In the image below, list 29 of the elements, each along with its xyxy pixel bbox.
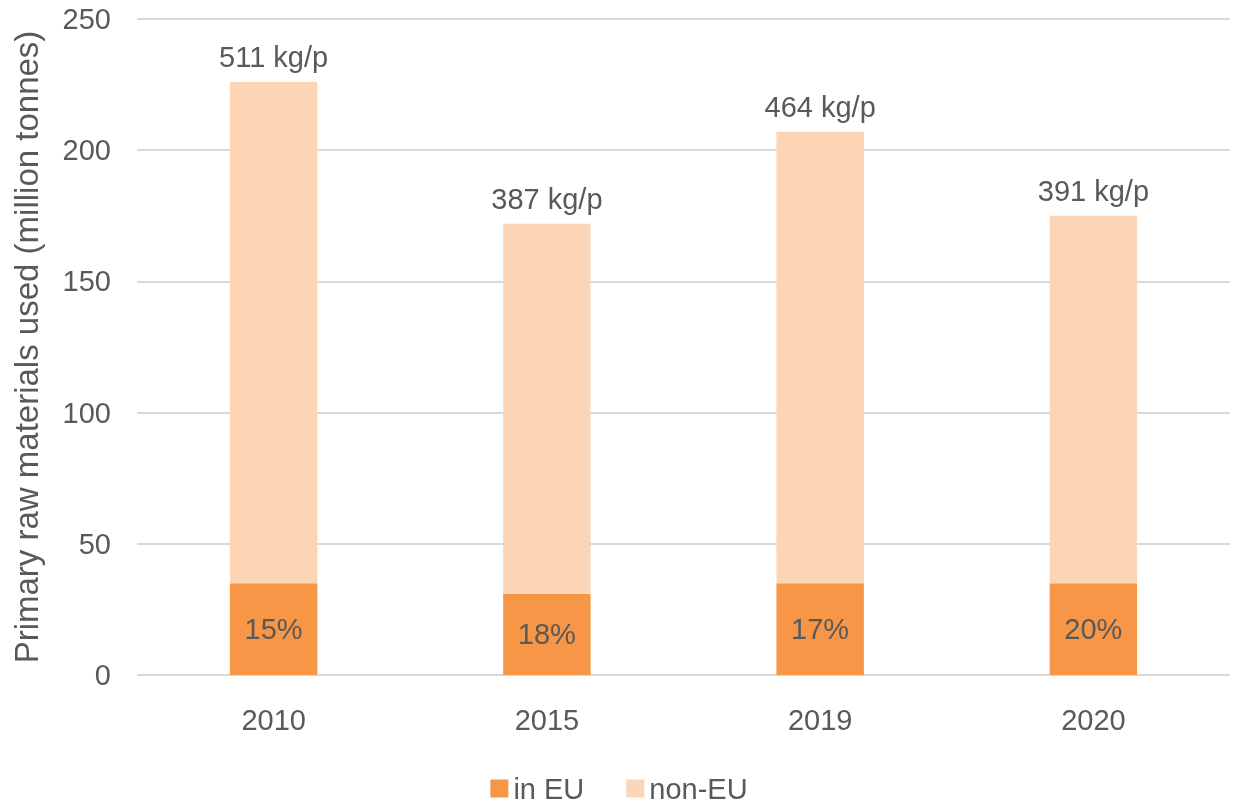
y-tick-label: 50 [78, 527, 111, 560]
y-tick-label: 250 [62, 3, 111, 35]
bar [776, 131, 864, 584]
annotation: 464 kg/p [764, 91, 876, 124]
annotation: 387 kg/p [491, 183, 603, 216]
bar [1049, 583, 1138, 675]
annotation: 391 kg/p [1037, 175, 1150, 208]
annotation: 17% [791, 613, 850, 646]
annotation: 511 kg/p [219, 41, 329, 74]
legend-label: in EU [513, 772, 585, 805]
annotation: 15% [244, 613, 303, 646]
y-tick-label: 0 [94, 659, 111, 691]
annotation: 18% [517, 618, 576, 651]
bar [776, 583, 864, 675]
bar [229, 81, 318, 584]
legend-label: non-EU [649, 772, 748, 805]
x-tick-label: 2020 [1061, 703, 1126, 736]
x-tick-label: 2019 [787, 703, 853, 736]
x-tick-label: 2010 [241, 703, 306, 736]
x-tick-label: 2015 [514, 703, 580, 736]
bar [503, 223, 591, 594]
annotation: 20% [1064, 613, 1123, 646]
y-axis-title: Primary raw materials used (million tonnes) [8, 30, 45, 664]
y-tick-label: 200 [62, 134, 111, 167]
bar [503, 593, 591, 675]
bar [1049, 215, 1138, 584]
bar [229, 583, 318, 675]
y-tick-label: 150 [62, 265, 111, 298]
y-tick-label: 100 [62, 396, 111, 429]
